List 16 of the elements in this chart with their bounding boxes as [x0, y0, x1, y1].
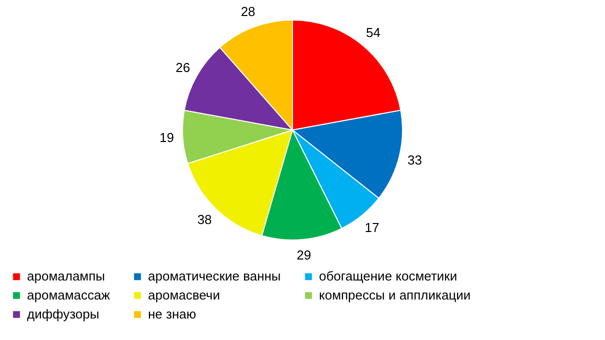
data-label: 54	[366, 25, 380, 40]
data-label: 29	[296, 247, 312, 262]
data-label: 33	[408, 152, 422, 168]
legend-label: ароматические ванны	[148, 268, 281, 284]
legend-label: аромасвечи	[148, 288, 220, 302]
data-label: 26	[176, 60, 190, 75]
legend-label: аромамассаж	[27, 288, 110, 302]
legend-label: не знаю	[148, 306, 196, 322]
data-label: 17	[364, 220, 380, 235]
data-label: 38	[197, 212, 212, 228]
legend-label: компрессы и аппликации	[319, 288, 471, 302]
legend-label: диффузоры	[27, 306, 100, 322]
legend-label: обогащение косметики	[319, 268, 458, 284]
legend-label: аромалампы	[27, 268, 105, 284]
data-label: 19	[160, 130, 174, 146]
data-label: 28	[240, 4, 256, 20]
